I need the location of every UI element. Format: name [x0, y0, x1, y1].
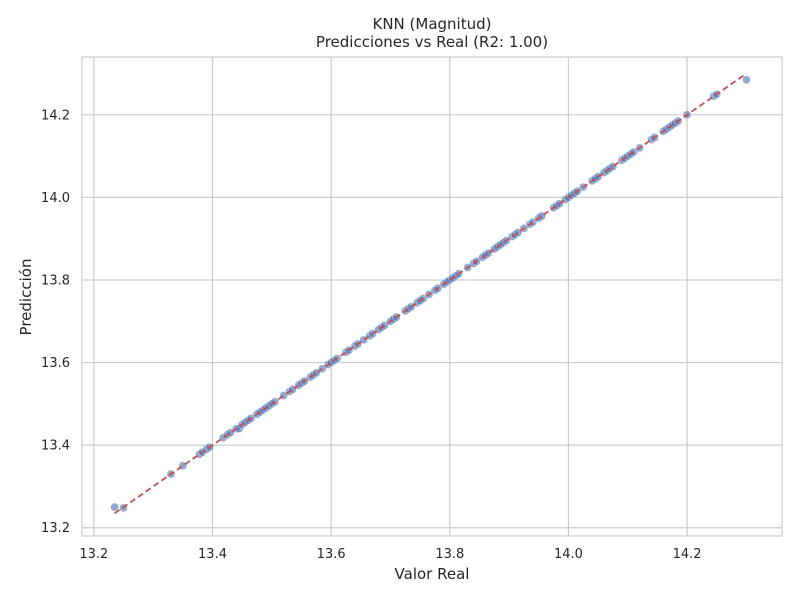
x-tick-label: 13.2 — [79, 547, 108, 562]
x-axis-label: Valor Real — [395, 565, 470, 583]
reference-line — [114, 72, 747, 515]
x-tick-label: 13.8 — [435, 547, 464, 562]
data-point — [110, 502, 119, 512]
y-tick-label: 14.0 — [41, 191, 70, 206]
grid-layer — [82, 57, 782, 536]
chart-title: KNN (Magnitud) — [373, 15, 492, 33]
y-tick-label: 14.2 — [41, 108, 70, 123]
data-point — [742, 75, 751, 84]
y-tick-label: 13.8 — [41, 273, 70, 288]
chart-subtitle: Predicciones vs Real (R2: 1.00) — [316, 33, 548, 51]
y-axis-label: Predicción — [17, 259, 35, 336]
y-tick-label: 13.2 — [41, 521, 70, 536]
y-tick-label: 13.6 — [41, 356, 70, 371]
x-tick-label: 14.0 — [554, 547, 583, 562]
x-tick-label: 14.2 — [673, 547, 702, 562]
plot-frame — [81, 56, 783, 537]
y-tick-label: 13.4 — [41, 439, 70, 454]
y-tick-labels: 13.2 13.4 13.6 13.8 14.0 14.2 — [41, 108, 70, 536]
x-tick-labels: 13.2 13.4 13.6 13.8 14.0 14.2 — [79, 547, 701, 562]
x-tick-label: 13.4 — [198, 547, 227, 562]
x-tick-label: 13.6 — [317, 547, 346, 562]
